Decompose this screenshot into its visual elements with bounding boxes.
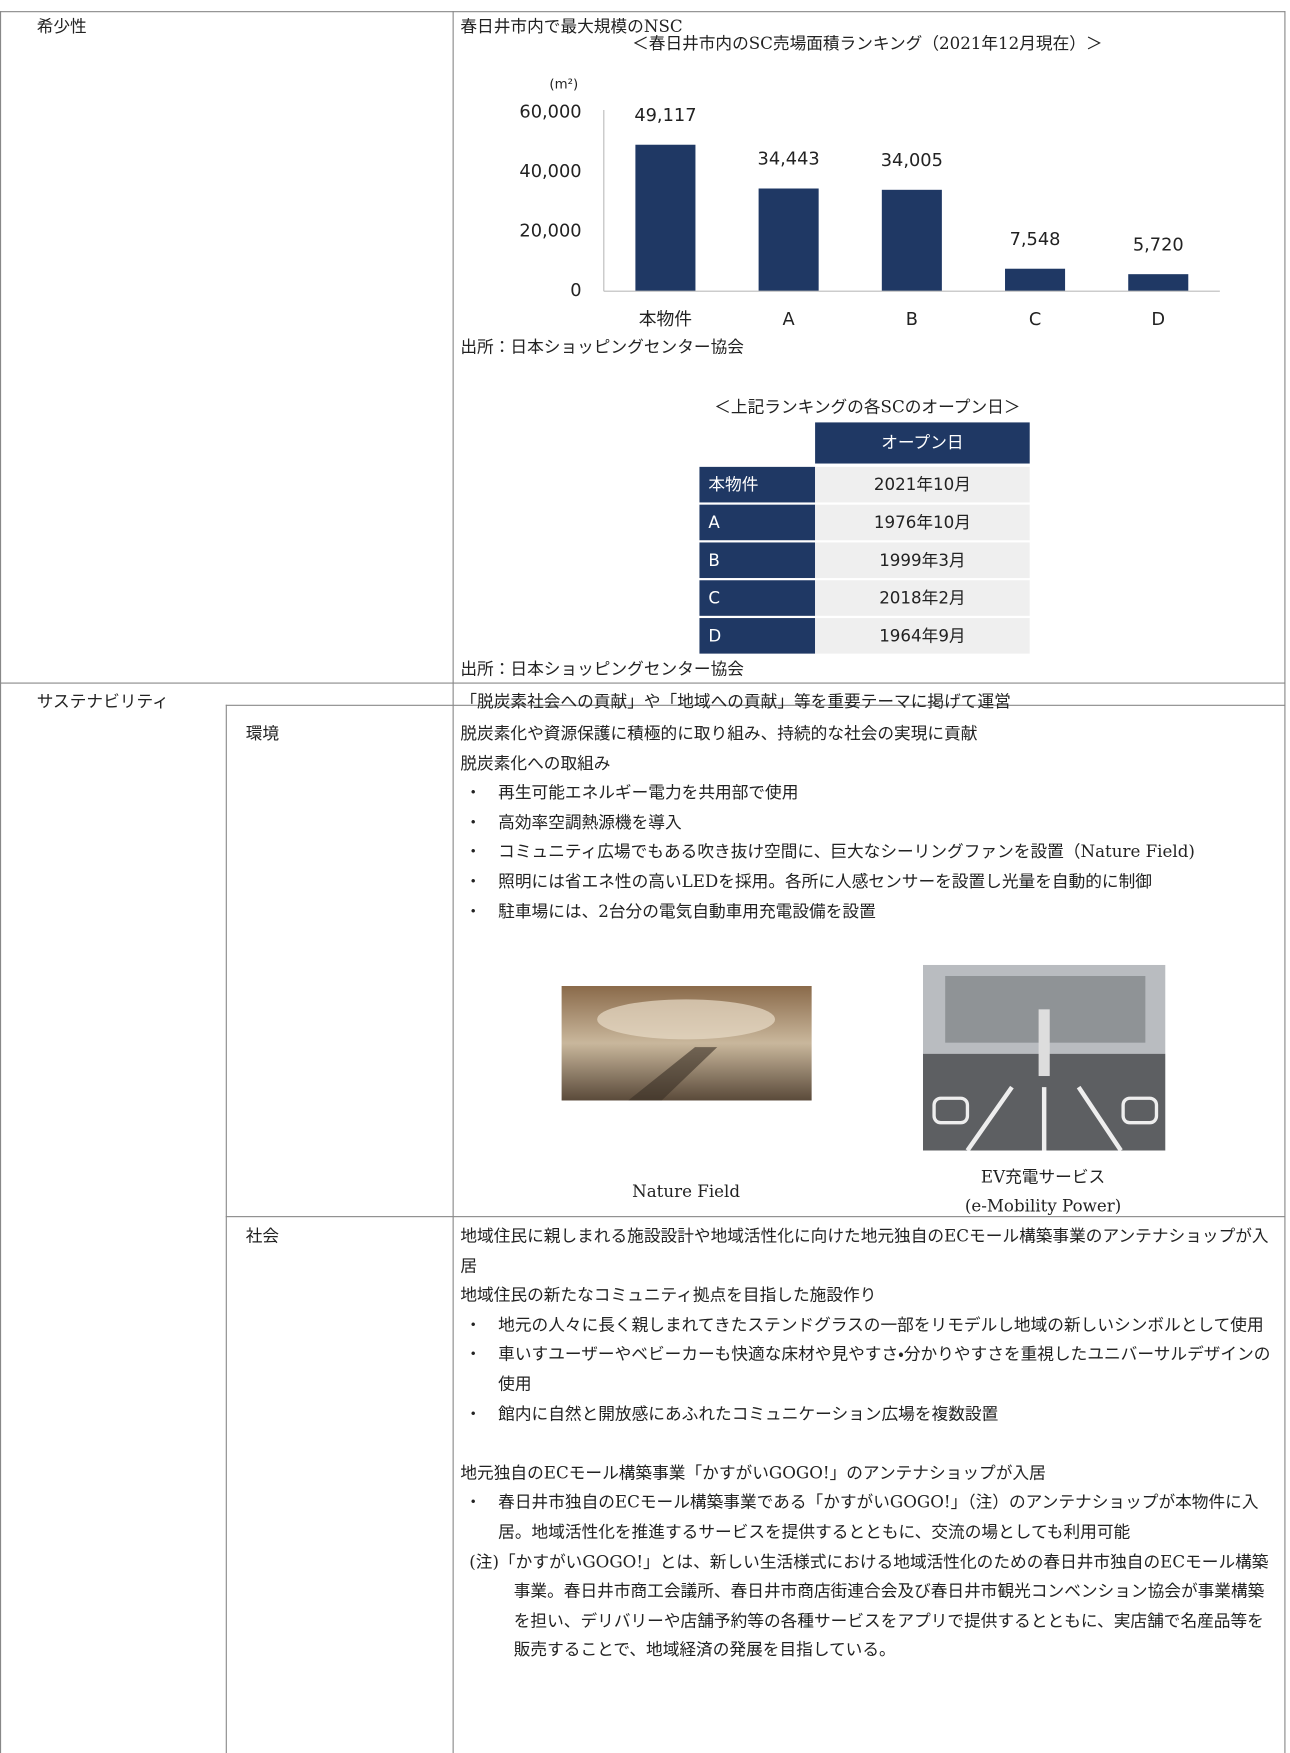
chart-title: ＜春日井市内のSC売場面積ランキング（2021年12月現在）＞: [632, 34, 1102, 53]
bullet: 高効率空調熱源機を導入: [460, 808, 1277, 838]
table-row-label: 本物件: [699, 466, 816, 503]
bullet: 再生可能エネルギー電力を共用部で使用: [460, 778, 1277, 808]
table-cell: 1976年10月: [815, 504, 1030, 541]
x-tick-label: D: [1151, 309, 1165, 330]
y-tick-label: 20,000: [519, 221, 581, 242]
bullet: 春日井市独自のECモール構築事業である「かすがいGOGO!」（注）のアンテナショ…: [460, 1488, 1277, 1547]
chart: ＜春日井市内のSC売場面積ランキング（2021年12月現在）＞ (m²) 0 20,…: [519, 34, 1220, 330]
lead: 「脱炭素社会への貢献」や「地域への貢献」等を重要テーマに掲げて運営: [460, 691, 1011, 712]
photo-caption: EV充電サービス (e-Mobility Power): [964, 1167, 1122, 1217]
x-tick-label: 本物件: [639, 309, 692, 330]
x-tick-label: A: [783, 309, 795, 330]
y-tick-label: 0: [570, 280, 581, 301]
bar: [635, 144, 696, 292]
value-label: 34,443: [758, 149, 820, 170]
y-unit: (m²): [549, 77, 578, 92]
value-label: 7,548: [1010, 229, 1061, 250]
x-tick-label: B: [906, 309, 918, 330]
value-label: 5,720: [1133, 234, 1184, 255]
bar: [758, 188, 819, 292]
text-line: 地元独自のECモール構築事業「かすがいGOGO!」のアンテナショップが入居: [460, 1462, 1046, 1483]
table-cell: 1964年9月: [815, 618, 1030, 654]
bullet: 駐車場には、2台分の電気自動車用充電設備を設置: [460, 897, 1277, 927]
table-row-label: A: [699, 504, 816, 541]
value-label: 49,117: [634, 105, 696, 126]
x-tick-label: C: [1029, 309, 1041, 330]
table-title: ＜上記ランキングの各SCのオープン日＞: [714, 396, 1021, 417]
text-line: 地域住民に親しまれる施設設計や地域活性化に向けた地元独自のECモール構築事業のア…: [460, 1226, 1269, 1276]
table-cell: 2021年10月: [815, 466, 1030, 503]
table-row-label: B: [699, 542, 816, 579]
environment-text: 脱炭素化や資源保護に積極的に取り組み、持続的な社会の実現に貢献 脱炭素化への取組み…: [460, 719, 1277, 926]
bullet: 地元の人々に長く親しまれてきたステンドグラスの一部をリモデルし地域の新しいシンボ…: [460, 1310, 1277, 1340]
row-label: 社会: [245, 1226, 280, 1247]
bar: [1128, 274, 1189, 292]
text-line: 脱炭素化や資源保護に積極的に取り組み、持続的な社会の実現に貢献: [460, 723, 978, 744]
value-label: 34,005: [881, 150, 943, 171]
bar: [881, 189, 942, 292]
table-row-label: C: [699, 580, 816, 616]
source: 出所：日本ショッピングセンター協会: [460, 336, 744, 357]
text-line: 脱炭素化への取組み: [460, 753, 611, 774]
bar: [1005, 268, 1066, 292]
society-text: 地域住民に親しまれる施設設計や地域活性化に向けた地元独自のECモール構築事業のア…: [460, 1222, 1277, 1665]
note: (注)「かすがいGOGO!」とは、新しい生活様式における地域活性化のための春日井…: [469, 1551, 1269, 1660]
table-header: オープン日: [815, 422, 1030, 464]
bullet: 照明には省エネ性の高いLEDを採用。各所に人感センサーを設置し光量を自動的に制御: [460, 867, 1277, 897]
y-tick-label: 60,000: [519, 101, 581, 122]
photo-caption: Nature Field: [632, 1181, 741, 1202]
bullet: 車いすユーザーやベビーカーも快適な床材や見やすさ・分かりやすさを重視したユニバー…: [460, 1340, 1277, 1399]
photo: [561, 985, 812, 1101]
bullet: コミュニティ広場でもある吹き抜け空間に、巨大なシーリングファンを設置（Natur…: [460, 837, 1277, 867]
y-tick-label: 40,000: [519, 161, 581, 182]
table-cell: 1999年3月: [815, 542, 1030, 579]
source: 出所：日本ショッピングセンター協会: [460, 659, 744, 680]
row-label: 環境: [245, 723, 280, 744]
text-line: 地域住民の新たなコミュニティ拠点を目指した施設作り: [460, 1285, 877, 1306]
table-row-label: D: [699, 618, 816, 654]
row-label: サステナビリティ: [36, 691, 169, 712]
row-label: 希少性: [36, 16, 87, 37]
table-cell: 2018年2月: [815, 580, 1030, 616]
bullet: 館内に自然と開放感にあふれたコミュニケーション広場を複数設置: [460, 1399, 1277, 1429]
photo: [922, 964, 1166, 1151]
lead: 春日井市内で最大規模のNSC: [460, 16, 683, 37]
